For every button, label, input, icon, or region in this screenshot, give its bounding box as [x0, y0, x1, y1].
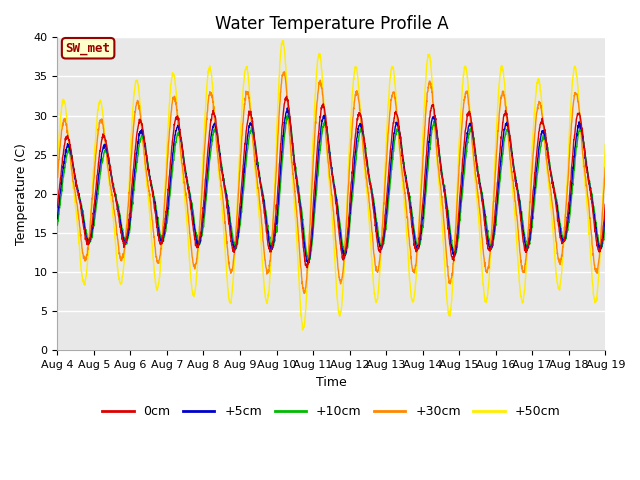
Text: SW_met: SW_met [66, 42, 111, 55]
Title: Water Temperature Profile A: Water Temperature Profile A [214, 15, 448, 33]
Legend: 0cm, +5cm, +10cm, +30cm, +50cm: 0cm, +5cm, +10cm, +30cm, +50cm [97, 400, 565, 423]
Y-axis label: Temperature (C): Temperature (C) [15, 143, 28, 245]
X-axis label: Time: Time [316, 376, 347, 389]
